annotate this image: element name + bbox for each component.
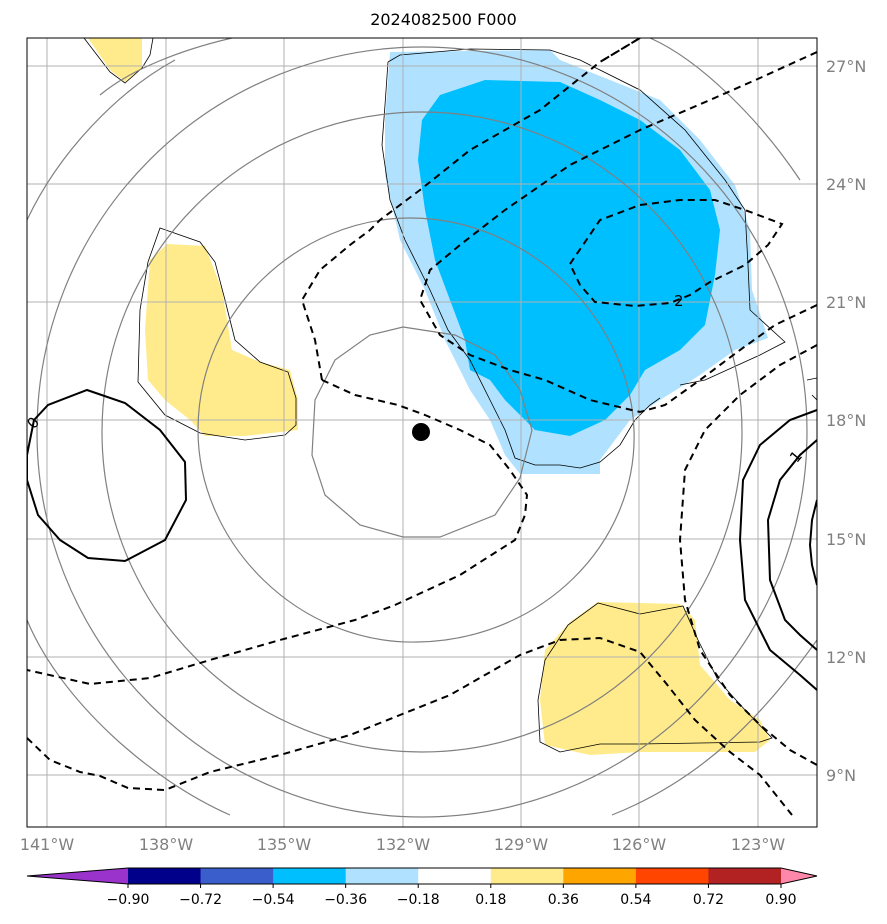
lat-label: 21°N xyxy=(826,293,866,312)
lat-labels: 27°N 24°N 21°N 18°N 15°N 12°N 9°N xyxy=(826,57,866,785)
lon-label: 135°W xyxy=(257,835,312,854)
colorbar-tick-label: 0.72 xyxy=(693,892,724,908)
lat-label: 24°N xyxy=(826,175,866,194)
plot-frame xyxy=(26,37,818,828)
lon-label: 138°W xyxy=(139,835,194,854)
lon-label: 141°W xyxy=(20,835,75,854)
colorbar-segment xyxy=(273,868,347,884)
colorbar-tick-label: −0.90 xyxy=(107,892,150,908)
lon-labels: 141°W 138°W 135°W 132°W 129°W 126°W 123°… xyxy=(20,835,786,854)
dashed-contours xyxy=(27,38,817,816)
colorbar-segment xyxy=(128,868,202,884)
contour-label-1: 1 xyxy=(786,447,806,466)
colorbar-segment xyxy=(563,868,637,884)
colorbar-tick-label: 0.90 xyxy=(765,892,796,908)
colorbar-segment xyxy=(345,868,419,884)
shading-negative-strong xyxy=(418,80,720,436)
colorbar-segment xyxy=(418,868,492,884)
lon-label: 129°W xyxy=(494,835,549,854)
contour-label-2: 2 xyxy=(674,292,684,310)
lat-label: 18°N xyxy=(826,411,866,430)
lon-label: 123°W xyxy=(731,835,786,854)
colorbar-segment xyxy=(490,868,564,884)
lat-label: 9°N xyxy=(826,766,856,785)
lat-label: 12°N xyxy=(826,648,866,667)
colorbar-segment xyxy=(200,868,274,884)
colorbar-tick-label: −0.18 xyxy=(397,892,440,908)
colorbar-extend-low xyxy=(27,868,128,884)
colorbar-tick-label: −0.54 xyxy=(252,892,295,908)
colorbar-segment xyxy=(635,868,709,884)
colorbar-tick-label: 0.36 xyxy=(548,892,579,908)
colorbar-tick-label: 0.18 xyxy=(475,892,506,908)
lat-label: 15°N xyxy=(826,530,866,549)
contour-label-0: 0 xyxy=(23,413,43,432)
map-title: 2024082500 F000 xyxy=(370,10,517,29)
colorbar-tick-label: 0.54 xyxy=(620,892,651,908)
colorbar-segment xyxy=(708,868,782,884)
solid-contours xyxy=(27,388,817,691)
thin-contours xyxy=(83,38,817,753)
colorbar: −0.90 −0.72 −0.54 −0.36 −0.18 0.18 0.36 0.54 0.7… xyxy=(26,867,818,908)
storm-center-marker xyxy=(412,423,430,441)
colorbar-tick-label: −0.72 xyxy=(179,892,222,908)
colorbar-tick-label: −0.36 xyxy=(324,892,367,908)
lat-label: 27°N xyxy=(826,57,866,76)
graticule xyxy=(27,38,817,827)
plot-area: 2 1 0 xyxy=(23,38,817,827)
range-rings xyxy=(27,38,817,818)
colorbar-extend-high xyxy=(781,868,817,884)
lon-label: 126°W xyxy=(612,835,667,854)
lon-label: 132°W xyxy=(376,835,431,854)
shading-positive xyxy=(88,38,770,755)
